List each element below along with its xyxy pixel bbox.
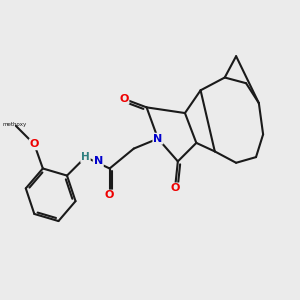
Text: O: O — [30, 139, 39, 149]
Text: O: O — [119, 94, 128, 104]
Text: H: H — [81, 152, 90, 162]
Text: N: N — [94, 156, 103, 167]
Text: N: N — [153, 134, 163, 144]
Text: O: O — [170, 183, 180, 194]
Text: O: O — [105, 190, 114, 200]
Text: methoxy: methoxy — [2, 122, 26, 127]
